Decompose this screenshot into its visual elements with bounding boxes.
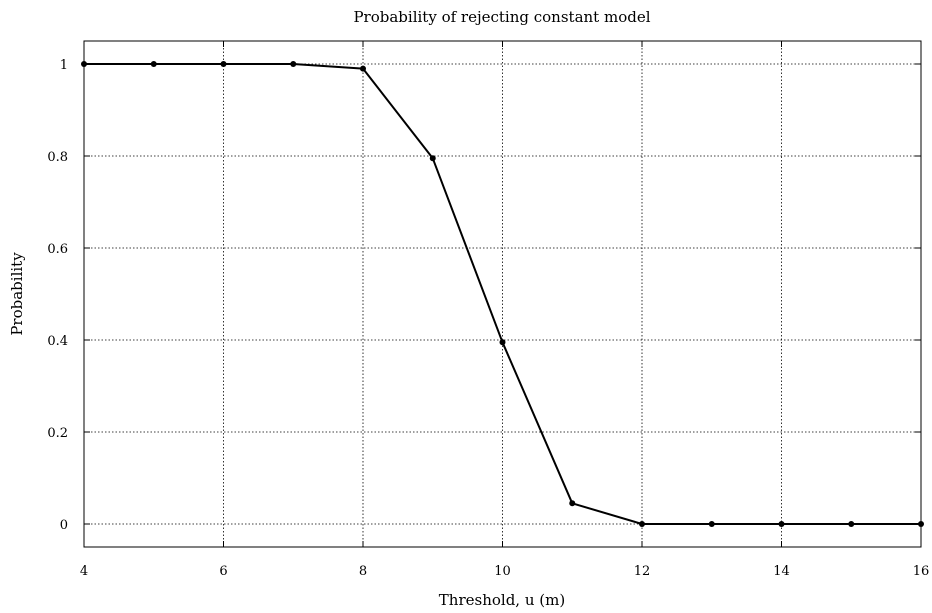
axis-ticks bbox=[83, 41, 922, 547]
x-tick-label: 10 bbox=[494, 564, 511, 579]
chart-title: Probability of rejecting constant model bbox=[353, 8, 650, 26]
x-tick-label: 6 bbox=[219, 564, 227, 579]
data-point bbox=[918, 521, 924, 527]
data-point bbox=[220, 61, 227, 67]
data-point bbox=[569, 500, 576, 507]
data-series bbox=[81, 61, 924, 527]
y-tick-label: 0.2 bbox=[47, 426, 68, 441]
x-tick-labels: 4 6 8 10 12 14 16 bbox=[80, 564, 929, 579]
y-tick-label: 0 bbox=[60, 518, 68, 533]
data-point bbox=[499, 339, 506, 346]
data-point bbox=[81, 61, 87, 67]
y-tick-label: 0.4 bbox=[47, 334, 68, 349]
data-point bbox=[708, 521, 715, 527]
y-axis-title: Probability bbox=[8, 252, 26, 336]
data-point bbox=[360, 65, 366, 72]
data-point bbox=[290, 61, 297, 67]
x-tick-label: 14 bbox=[773, 564, 790, 579]
data-point bbox=[778, 521, 785, 527]
x-axis-title: Threshold, u (m) bbox=[439, 591, 565, 609]
plot-frame bbox=[83, 40, 922, 548]
data-point bbox=[150, 61, 157, 67]
data-point bbox=[848, 521, 855, 527]
y-tick-label: 1 bbox=[60, 58, 68, 73]
data-point bbox=[639, 521, 645, 527]
x-tick-label: 12 bbox=[634, 564, 651, 579]
x-tick-label: 16 bbox=[913, 564, 930, 579]
data-point bbox=[429, 155, 436, 162]
x-tick-label: 4 bbox=[80, 564, 88, 579]
x-tick-label: 8 bbox=[359, 564, 367, 579]
y-tick-label: 0.8 bbox=[47, 150, 68, 165]
y-tick-label: 0.6 bbox=[47, 242, 68, 257]
y-tick-labels: 0 0.2 0.4 0.6 0.8 1 bbox=[47, 58, 68, 533]
